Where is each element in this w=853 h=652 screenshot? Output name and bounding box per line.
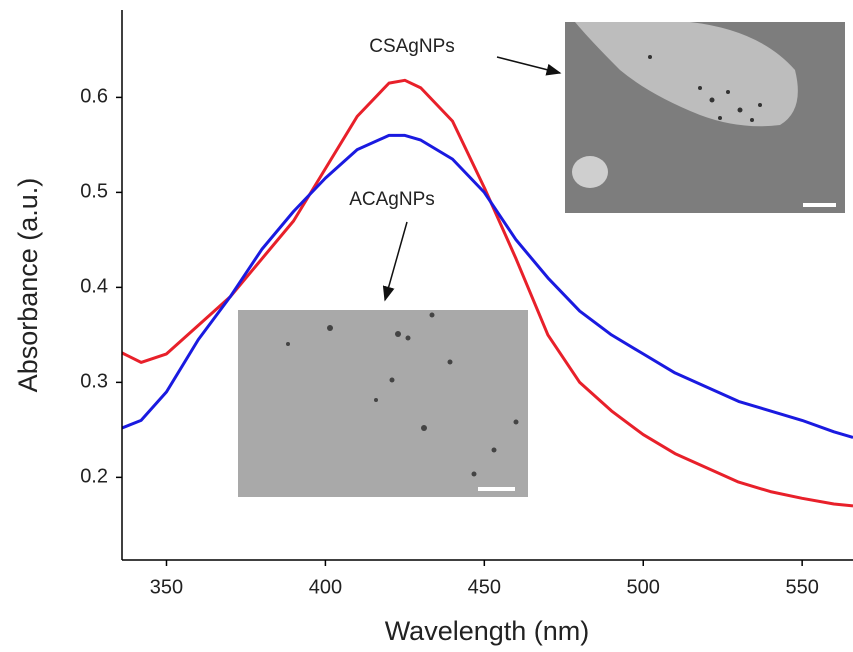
arrow: [496, 56, 562, 76]
plot-area: [122, 78, 853, 508]
data-line: [122, 133, 853, 439]
annotation: ACAgNPs: [349, 189, 435, 210]
x-tick-label: 350: [150, 576, 183, 598]
x-tick-label: 500: [627, 576, 660, 598]
x-tick-label: 450: [468, 576, 501, 598]
annotation: CSAgNPs: [369, 36, 455, 57]
inset-image-bottom: [238, 310, 528, 497]
y-tick-label: 0.6: [80, 86, 108, 108]
x-tick-label: 550: [785, 576, 818, 598]
y-tick-label: 0.3: [80, 371, 108, 393]
y-tick-label: 0.2: [80, 466, 108, 488]
x-tick-label: 400: [309, 576, 342, 598]
inset-image-top: [565, 22, 845, 213]
x-axis-title: Wavelength (nm): [385, 616, 590, 646]
arrow: [382, 221, 408, 302]
y-tick-label: 0.5: [80, 181, 108, 203]
y-axis-title: Absorbance (a.u.): [13, 178, 43, 393]
y-tick-label: 0.4: [80, 276, 108, 298]
